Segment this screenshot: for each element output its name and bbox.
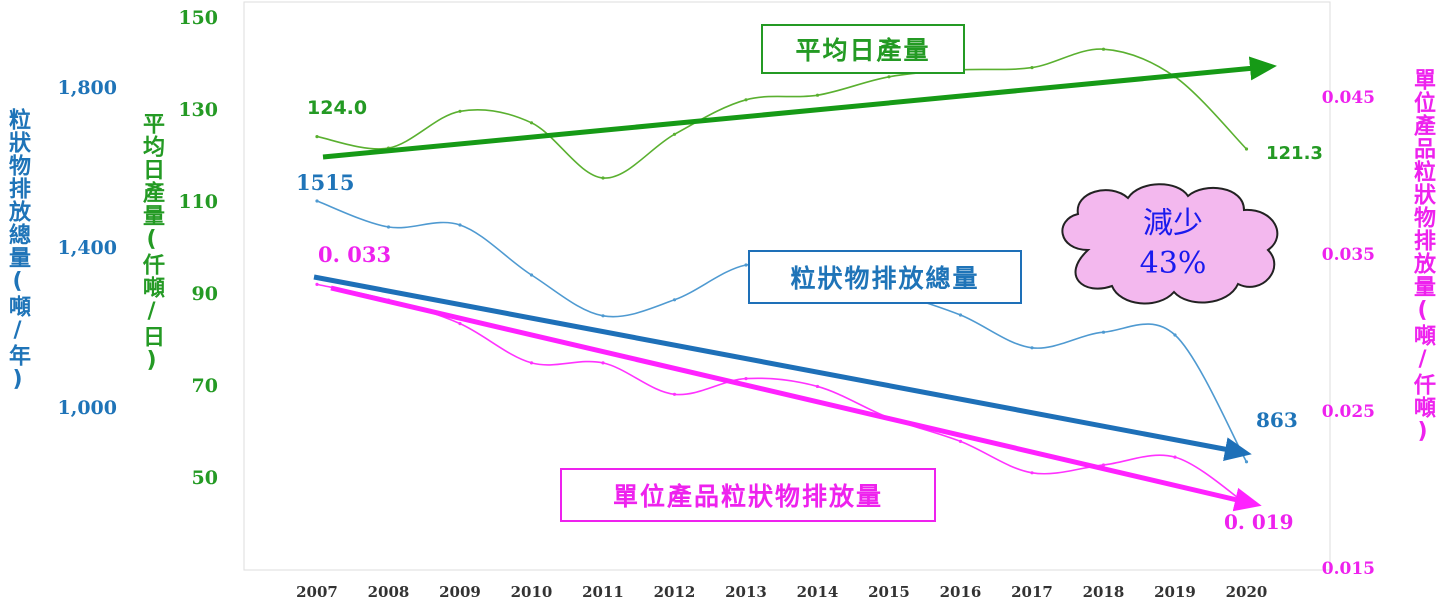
data-label: 863 bbox=[1256, 408, 1298, 432]
emission-unit-data-point bbox=[958, 439, 963, 443]
data-label: 121.3 bbox=[1266, 143, 1323, 164]
emission-unit-data-point bbox=[458, 322, 462, 326]
production-data-point bbox=[887, 75, 891, 79]
trend-arrows bbox=[313, 56, 1277, 512]
production-data-point bbox=[815, 93, 820, 97]
x-axis-tick: 2018 bbox=[1083, 583, 1125, 601]
production-axis-title: 平均日產量(仟噸/日) bbox=[139, 112, 164, 374]
data-label: 124.0 bbox=[307, 97, 367, 119]
production-data-point bbox=[315, 135, 319, 139]
emission-total-data-point bbox=[672, 298, 677, 302]
trend-arrow bbox=[322, 56, 1277, 160]
x-axis-tick: 2011 bbox=[582, 583, 624, 601]
production-data-point bbox=[601, 176, 605, 180]
data-label: 1515 bbox=[296, 170, 354, 195]
emission-total-data-point bbox=[529, 273, 534, 277]
emission-unit-data-point bbox=[744, 377, 748, 381]
emission-total-data-point bbox=[1173, 333, 1177, 337]
emission-total-data-point bbox=[1101, 330, 1106, 334]
emission_total-axis-tick: 1,000 bbox=[58, 397, 118, 419]
emission-total-data-point bbox=[315, 199, 319, 203]
emission-unit-data-point bbox=[601, 361, 605, 365]
emission_unit-axis-tick: 0.035 bbox=[1322, 245, 1375, 265]
emission-unit-data-point bbox=[1030, 471, 1034, 475]
x-axis-tick: 2010 bbox=[511, 583, 553, 601]
emission-unit-data-point bbox=[672, 392, 677, 396]
production-data-point bbox=[1101, 47, 1106, 51]
emission-unit-data-point bbox=[315, 282, 319, 286]
production-axis-tick: 110 bbox=[178, 191, 218, 213]
x-axis-tick: 2014 bbox=[797, 583, 839, 601]
data-label: 0. 019 bbox=[1224, 510, 1294, 534]
x-axis-tick: 2019 bbox=[1154, 583, 1196, 601]
emission-total-axis-title: 粒狀物排放總量(噸/年) bbox=[5, 108, 30, 393]
emission-total-data-point bbox=[386, 225, 391, 229]
emission_unit-axis-tick: 0.045 bbox=[1322, 88, 1375, 108]
x-axis-tick: 2016 bbox=[940, 583, 982, 601]
production-axis-tick: 90 bbox=[192, 283, 218, 305]
legend-box-emission-total: 粒狀物排放總量 bbox=[748, 250, 1022, 304]
data-labels: 124.0 121.3 1515 863 0. 033 0. 019 bbox=[296, 97, 1323, 534]
emission-total-data-point bbox=[1030, 346, 1034, 350]
production-data-point bbox=[1244, 147, 1249, 151]
production-data-point bbox=[458, 109, 462, 113]
reduction-cloud bbox=[1061, 183, 1279, 305]
production-axis-tick: 50 bbox=[192, 467, 218, 489]
production-data-point bbox=[529, 121, 534, 125]
production-axis-tick: 70 bbox=[192, 375, 218, 397]
x-axis-tick: 2017 bbox=[1011, 583, 1053, 601]
x-axis-tick: 2015 bbox=[868, 583, 910, 601]
reduction-percent: 43% bbox=[1139, 246, 1207, 281]
production-data-point bbox=[1030, 66, 1034, 70]
production-data-point bbox=[744, 98, 748, 102]
emission-total-data-point bbox=[458, 223, 462, 227]
production-axis-tick: 150 bbox=[178, 7, 218, 29]
trend-arrow bbox=[330, 285, 1262, 512]
x-axis-tick: 2020 bbox=[1226, 583, 1268, 601]
emission-unit-data-point bbox=[1173, 455, 1177, 459]
legend-box-production: 平均日產量 bbox=[761, 24, 965, 74]
emission_unit-axis-tick: 0.025 bbox=[1322, 402, 1375, 422]
x-axis-tick: 2009 bbox=[439, 583, 481, 601]
emission-unit-data-point bbox=[815, 384, 820, 389]
emission-total-data-point bbox=[601, 314, 605, 318]
emission_unit-axis-tick: 0.015 bbox=[1322, 559, 1375, 579]
emission-unit-series-line bbox=[316, 283, 1247, 505]
x-axis-tick: 2007 bbox=[296, 583, 338, 601]
production-axis-tick: 130 bbox=[178, 99, 218, 121]
axis-ticks: 1,800 1,400 1,000 150 130 110 90 70 50 0.045 0.035… bbox=[58, 7, 1376, 601]
legend-box-emission-unit: 單位產品粒狀物排放量 bbox=[560, 468, 936, 522]
reduction-label: 減少 bbox=[1143, 206, 1203, 241]
x-axis-tick: 2012 bbox=[654, 583, 696, 601]
emission_total-axis-tick: 1,400 bbox=[58, 237, 118, 259]
emission-total-data-point bbox=[958, 313, 963, 317]
trend-arrow bbox=[313, 274, 1252, 462]
emission-total-data-point bbox=[1244, 460, 1249, 464]
emission-unit-data-point bbox=[1101, 463, 1106, 467]
emission_total-axis-tick: 1,800 bbox=[58, 77, 118, 99]
data-label: 0. 033 bbox=[318, 242, 391, 267]
x-axis-tick: 2013 bbox=[725, 583, 767, 601]
emission-unit-axis-title: 單位產品粒狀物排放量(噸/仟噸) bbox=[1410, 68, 1435, 445]
emission-total-data-point bbox=[744, 263, 748, 267]
reduction-callout-text: 減少 43% bbox=[1098, 204, 1248, 284]
production-data-point bbox=[672, 132, 677, 136]
x-axis-tick: 2008 bbox=[368, 583, 410, 601]
emission-unit-data-point bbox=[529, 361, 534, 365]
